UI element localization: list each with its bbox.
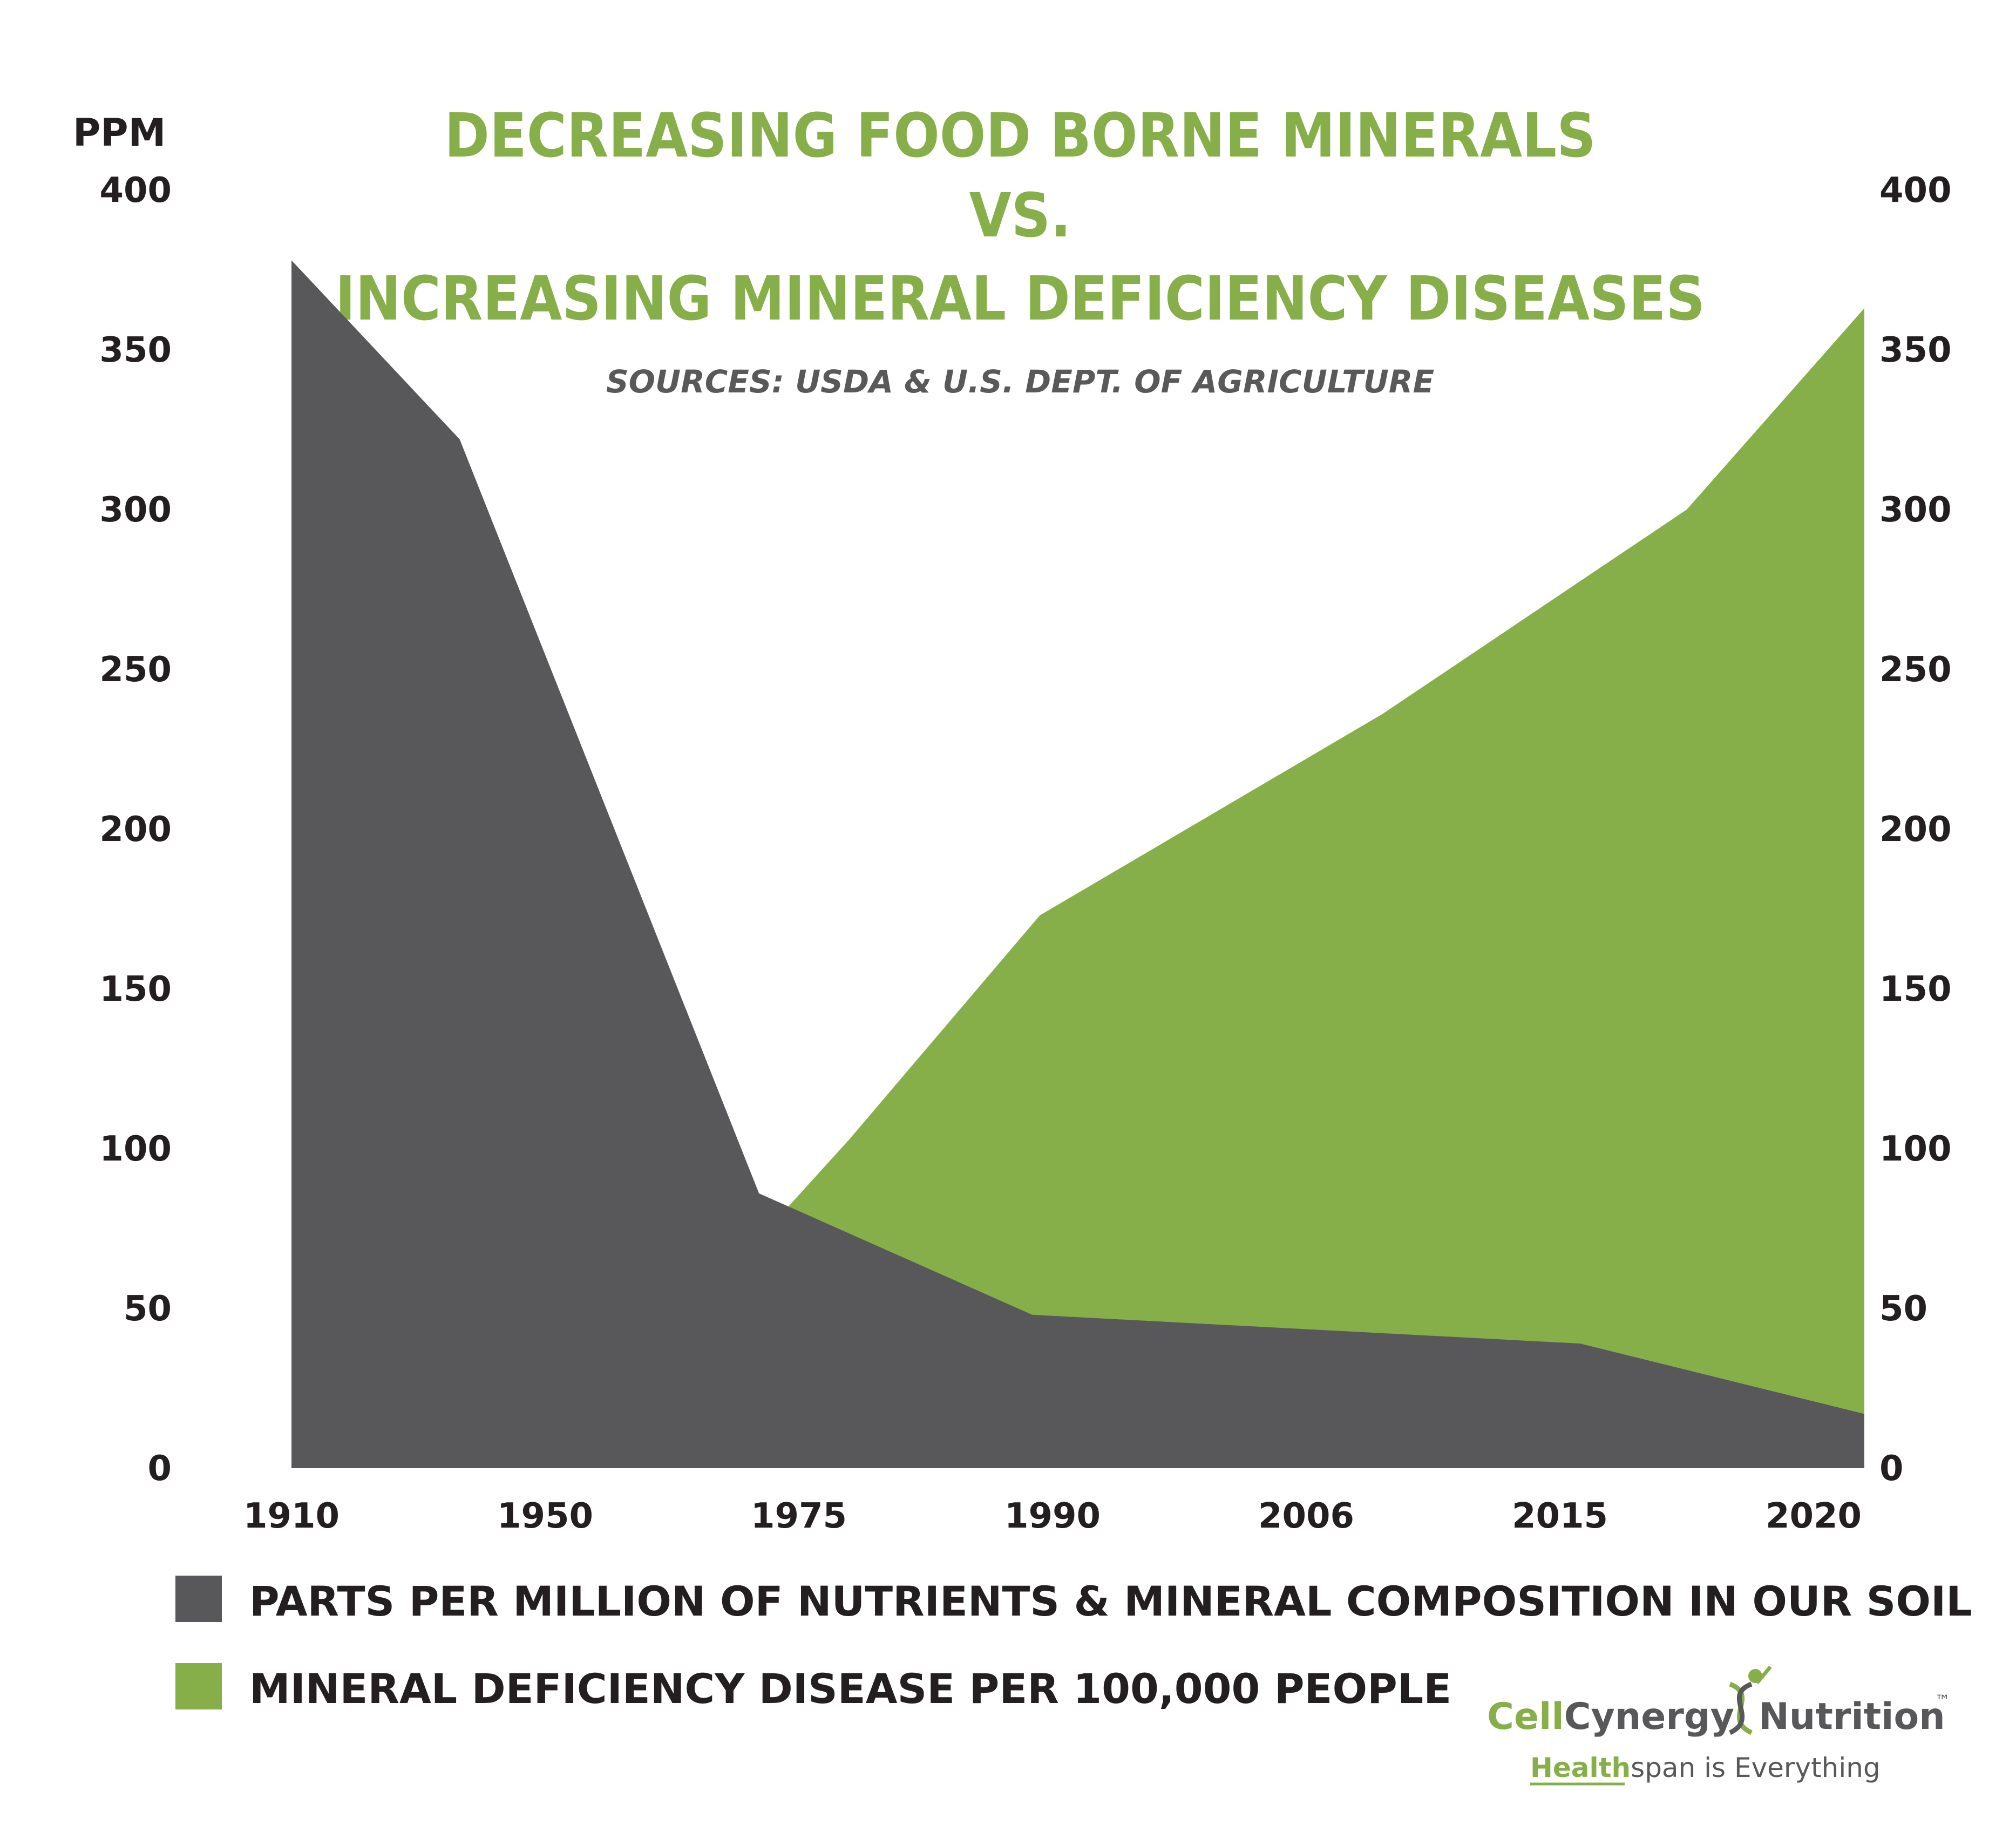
y-axis-label: PPM: [73, 111, 166, 155]
right-y-tick-250: 250: [1879, 650, 1952, 690]
left-y-tick-0: 0: [147, 1449, 172, 1489]
brand-tagline: Healthspan is Everything: [1530, 1752, 1881, 1783]
legend: PARTS PER MILLION OF NUTRIENTS & MINERAL…: [175, 1576, 1972, 1713]
right-y-tick-350: 350: [1879, 330, 1952, 370]
brand-logo: CellCynergy Nutrition ™ Healthspan is Ev…: [1487, 1665, 1950, 1786]
left-y-tick-50: 50: [124, 1289, 172, 1329]
chart-title-line-1: DECREASING FOOD BORNE MINERALS: [444, 101, 1596, 171]
chart-title-line-2: VS.: [969, 181, 1071, 251]
left-y-tick-300: 300: [99, 490, 172, 530]
right-y-tick-100: 100: [1879, 1129, 1952, 1169]
x-tick-1990: 1990: [1004, 1496, 1101, 1536]
area-soil-ppm: [291, 260, 1864, 1469]
chart-subtitle: SOURCES: USDA & U.S. DEPT. OF AGRICULTUR…: [606, 363, 1434, 400]
x-tick-2020: 2020: [1766, 1496, 1862, 1536]
left-y-tick-150: 150: [99, 969, 172, 1009]
right-y-tick-200: 200: [1879, 810, 1952, 850]
right-y-tick-50: 50: [1879, 1289, 1927, 1329]
dna-helix-icon: [1728, 1665, 1772, 1735]
area-deficiency-disease: [789, 308, 1864, 1468]
right-y-axis: 0 50 100 150 200 250 300 350 400: [1879, 171, 1952, 1489]
left-y-tick-200: 200: [99, 810, 172, 850]
legend-label-soil: PARTS PER MILLION OF NUTRIENTS & MINERAL…: [249, 1577, 1972, 1625]
legend-swatch-disease: [175, 1663, 222, 1709]
left-y-tick-350: 350: [99, 330, 172, 370]
left-y-axis: 0 50 100 150 200 250 300 350 400: [99, 171, 172, 1489]
right-y-tick-300: 300: [1879, 490, 1952, 530]
legend-swatch-soil: [175, 1576, 222, 1622]
left-y-tick-400: 400: [99, 171, 172, 211]
x-tick-1950: 1950: [497, 1496, 593, 1536]
left-y-tick-100: 100: [99, 1129, 172, 1169]
right-y-tick-400: 400: [1879, 171, 1952, 211]
brand-name-suffix: Nutrition: [1759, 1695, 1945, 1738]
left-y-tick-250: 250: [99, 650, 172, 690]
plot-area: [291, 260, 1864, 1469]
right-y-tick-0: 0: [1879, 1449, 1904, 1489]
x-tick-2015: 2015: [1512, 1496, 1608, 1536]
x-tick-2006: 2006: [1258, 1496, 1354, 1536]
x-tick-1910: 1910: [243, 1496, 340, 1536]
x-axis: 1910 1950 1975 1990 2006 2015 2020: [243, 1496, 1862, 1536]
legend-label-disease: MINERAL DEFICIENCY DISEASE PER 100,000 P…: [249, 1665, 1451, 1713]
chart-title-line-3: INCREASING MINERAL DEFICIENCY DISEASES: [335, 264, 1705, 334]
brand-trademark: ™: [1935, 1692, 1950, 1709]
brand-name: CellCynergy: [1487, 1695, 1734, 1738]
right-y-tick-150: 150: [1879, 969, 1952, 1009]
x-tick-1975: 1975: [751, 1496, 847, 1536]
